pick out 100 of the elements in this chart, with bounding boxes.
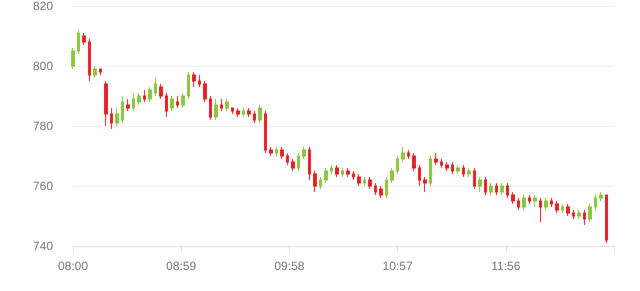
candlestick [555, 200, 559, 214]
candlestick [137, 92, 141, 106]
candlestick [132, 92, 135, 112]
x-tick-label: 08:00 [58, 259, 88, 273]
candlestick [242, 108, 245, 118]
candlestick [517, 198, 520, 210]
candlestick [522, 194, 526, 210]
candlestick [88, 38, 91, 82]
candlestick [462, 164, 465, 178]
candlestick [418, 164, 421, 186]
candlestick [379, 186, 383, 198]
candlestick [280, 146, 284, 160]
candlestick [313, 170, 317, 192]
candlestick [71, 48, 75, 70]
candlestick [528, 194, 531, 204]
candlestick [176, 96, 179, 108]
candlestick [324, 168, 328, 184]
candlestick [286, 152, 289, 166]
candlestick [110, 108, 113, 130]
candlestick [467, 168, 471, 178]
candlestick [291, 158, 295, 172]
candlestick [247, 108, 251, 118]
candlestick [357, 174, 361, 186]
x-tick-label: 10:57 [382, 259, 413, 273]
candlestick [484, 176, 487, 196]
candlestick [401, 146, 405, 162]
candlestick [566, 204, 570, 216]
y-tick-label: 820 [33, 0, 54, 13]
candlestick [220, 98, 223, 112]
candlestick [390, 168, 394, 184]
candlestick [165, 92, 168, 118]
x-tick-label: 09:58 [274, 259, 305, 273]
candlestick [198, 74, 201, 88]
candlestick [297, 152, 300, 172]
candlestick [126, 98, 130, 112]
candlestick [577, 210, 581, 220]
candlestick [187, 72, 190, 100]
candlestick [544, 198, 548, 210]
candlestick [335, 164, 339, 178]
candlestick [594, 194, 597, 210]
candlestick [104, 80, 108, 126]
candlestick [231, 108, 234, 114]
candlestick [275, 146, 278, 156]
candlestick [533, 194, 537, 208]
candlestick [489, 182, 493, 196]
candlestick [236, 108, 240, 118]
candlestick [93, 66, 97, 78]
candlestick [473, 168, 476, 190]
candlestick [264, 110, 267, 154]
candlestick [143, 90, 146, 102]
candlestick [269, 146, 273, 156]
candlestick [170, 96, 174, 112]
candlestick [412, 152, 416, 172]
candlestick [456, 164, 460, 174]
candlestick [434, 152, 438, 166]
candlestick [181, 92, 185, 108]
candlestick [319, 176, 322, 190]
candlestick [429, 156, 432, 186]
candlestick [599, 192, 603, 202]
candlestick [561, 204, 564, 214]
candlestick [352, 170, 355, 180]
candlestick [478, 176, 482, 192]
candlestick [572, 210, 575, 220]
candlestick [407, 150, 410, 160]
candlestick [346, 168, 350, 178]
candlestick [77, 30, 80, 54]
candlestick [500, 182, 504, 196]
candlestick [341, 168, 344, 178]
candlestick [253, 110, 256, 124]
candlestick [550, 198, 553, 208]
candlestick [99, 68, 102, 76]
candlestick [368, 176, 372, 190]
candlestick [115, 108, 119, 126]
candlestick [495, 182, 498, 196]
candlestick [605, 194, 608, 244]
candlestick [121, 96, 124, 124]
candlestick [192, 72, 196, 88]
candlestick [451, 162, 454, 174]
candlestick [374, 182, 377, 196]
candlestick [214, 98, 218, 120]
candlestick [440, 158, 443, 168]
candlestick [209, 96, 212, 120]
candlestick [445, 162, 449, 172]
candlestick [539, 198, 542, 222]
x-tick-label: 08:59 [166, 259, 197, 273]
candlestick [302, 146, 306, 160]
candlestick [225, 98, 229, 112]
candlestick [159, 84, 163, 100]
y-tick-label: 760 [33, 179, 54, 193]
candlestick [258, 104, 262, 124]
candlestick [396, 156, 399, 174]
candlestick [506, 182, 509, 198]
candlestick [385, 176, 388, 198]
candlestick [308, 146, 311, 180]
candlestick [423, 176, 427, 192]
candlestick [583, 210, 586, 226]
candlestick [82, 32, 86, 46]
y-tick-label: 780 [33, 119, 54, 133]
y-tick-label: 800 [33, 59, 54, 73]
candlestick [330, 164, 333, 174]
